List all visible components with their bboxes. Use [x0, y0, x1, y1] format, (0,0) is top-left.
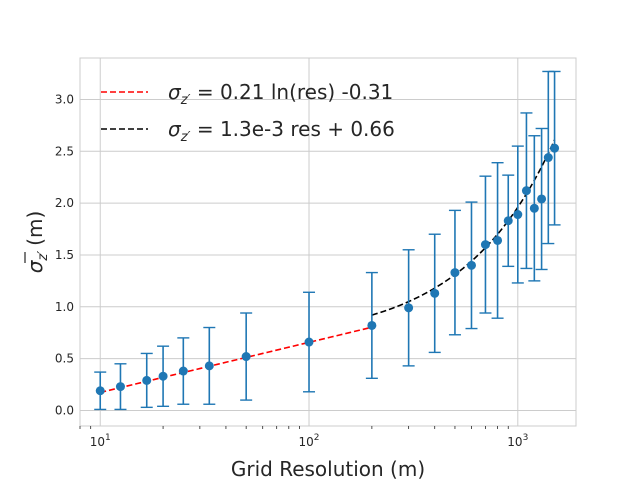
fit-line-2	[371, 139, 556, 316]
y-tick-labels: 0.0 0.5 1.0 1.5 2.0 2.5 3.0	[55, 92, 74, 417]
x-axis-label: Grid Resolution (m)	[231, 457, 425, 480]
data-point	[493, 235, 503, 245]
data-point	[404, 303, 414, 313]
y-tick-label: 1.0	[55, 300, 74, 314]
data-point	[537, 194, 547, 204]
svg-text:σz′(m): σz′ (m)	[23, 211, 51, 274]
data-points	[95, 143, 560, 396]
y-tick-label: 0.5	[55, 352, 74, 366]
data-point	[430, 288, 440, 298]
data-point	[142, 375, 152, 385]
y-axis-label-unit: (m)	[23, 211, 47, 246]
data-point	[543, 153, 553, 163]
data-point	[115, 382, 125, 392]
y-axis-label-sub: z′	[36, 251, 51, 262]
data-point	[480, 240, 490, 250]
plot-frame	[79, 57, 577, 427]
fit-lines	[100, 139, 556, 394]
fit-line-1	[100, 326, 373, 394]
y-tick-label: 3.0	[55, 92, 74, 106]
data-point	[241, 352, 251, 362]
data-point	[367, 320, 377, 330]
data-point	[503, 216, 513, 226]
data-point	[550, 143, 560, 153]
data-point	[304, 337, 314, 347]
legend-label-1: σz′ = 0.21 ln(res) -0.31	[168, 80, 393, 108]
data-point	[513, 210, 523, 220]
x-tick-label: 102	[299, 433, 320, 449]
y-axis-label: σz′ (m)	[23, 211, 51, 274]
legend-label-2: σz′ = 1.3e-3 res + 0.66	[168, 117, 395, 145]
data-point	[529, 203, 539, 213]
data-point	[466, 260, 476, 270]
data-point	[450, 268, 460, 278]
data-point	[204, 361, 214, 371]
x-tick-labels: 101 102 103	[79, 426, 528, 449]
y-axis-label-symbol: σ	[23, 259, 47, 273]
grid	[80, 58, 576, 426]
x-tick-label: 103	[507, 433, 528, 449]
y-tick-label: 2.5	[55, 144, 74, 158]
data-point	[178, 366, 188, 376]
x-tick-label: 101	[90, 433, 111, 449]
data-point	[95, 386, 105, 396]
y-tick-label: 1.5	[55, 248, 74, 262]
data-point	[521, 186, 531, 196]
data-point	[158, 371, 168, 381]
y-tick-label: 2.0	[55, 196, 74, 210]
legend: σz′ = 0.21 ln(res) -0.31 σz′ = 1.3e-3 res…	[101, 80, 395, 145]
y-tick-label: 0.0	[55, 403, 74, 417]
